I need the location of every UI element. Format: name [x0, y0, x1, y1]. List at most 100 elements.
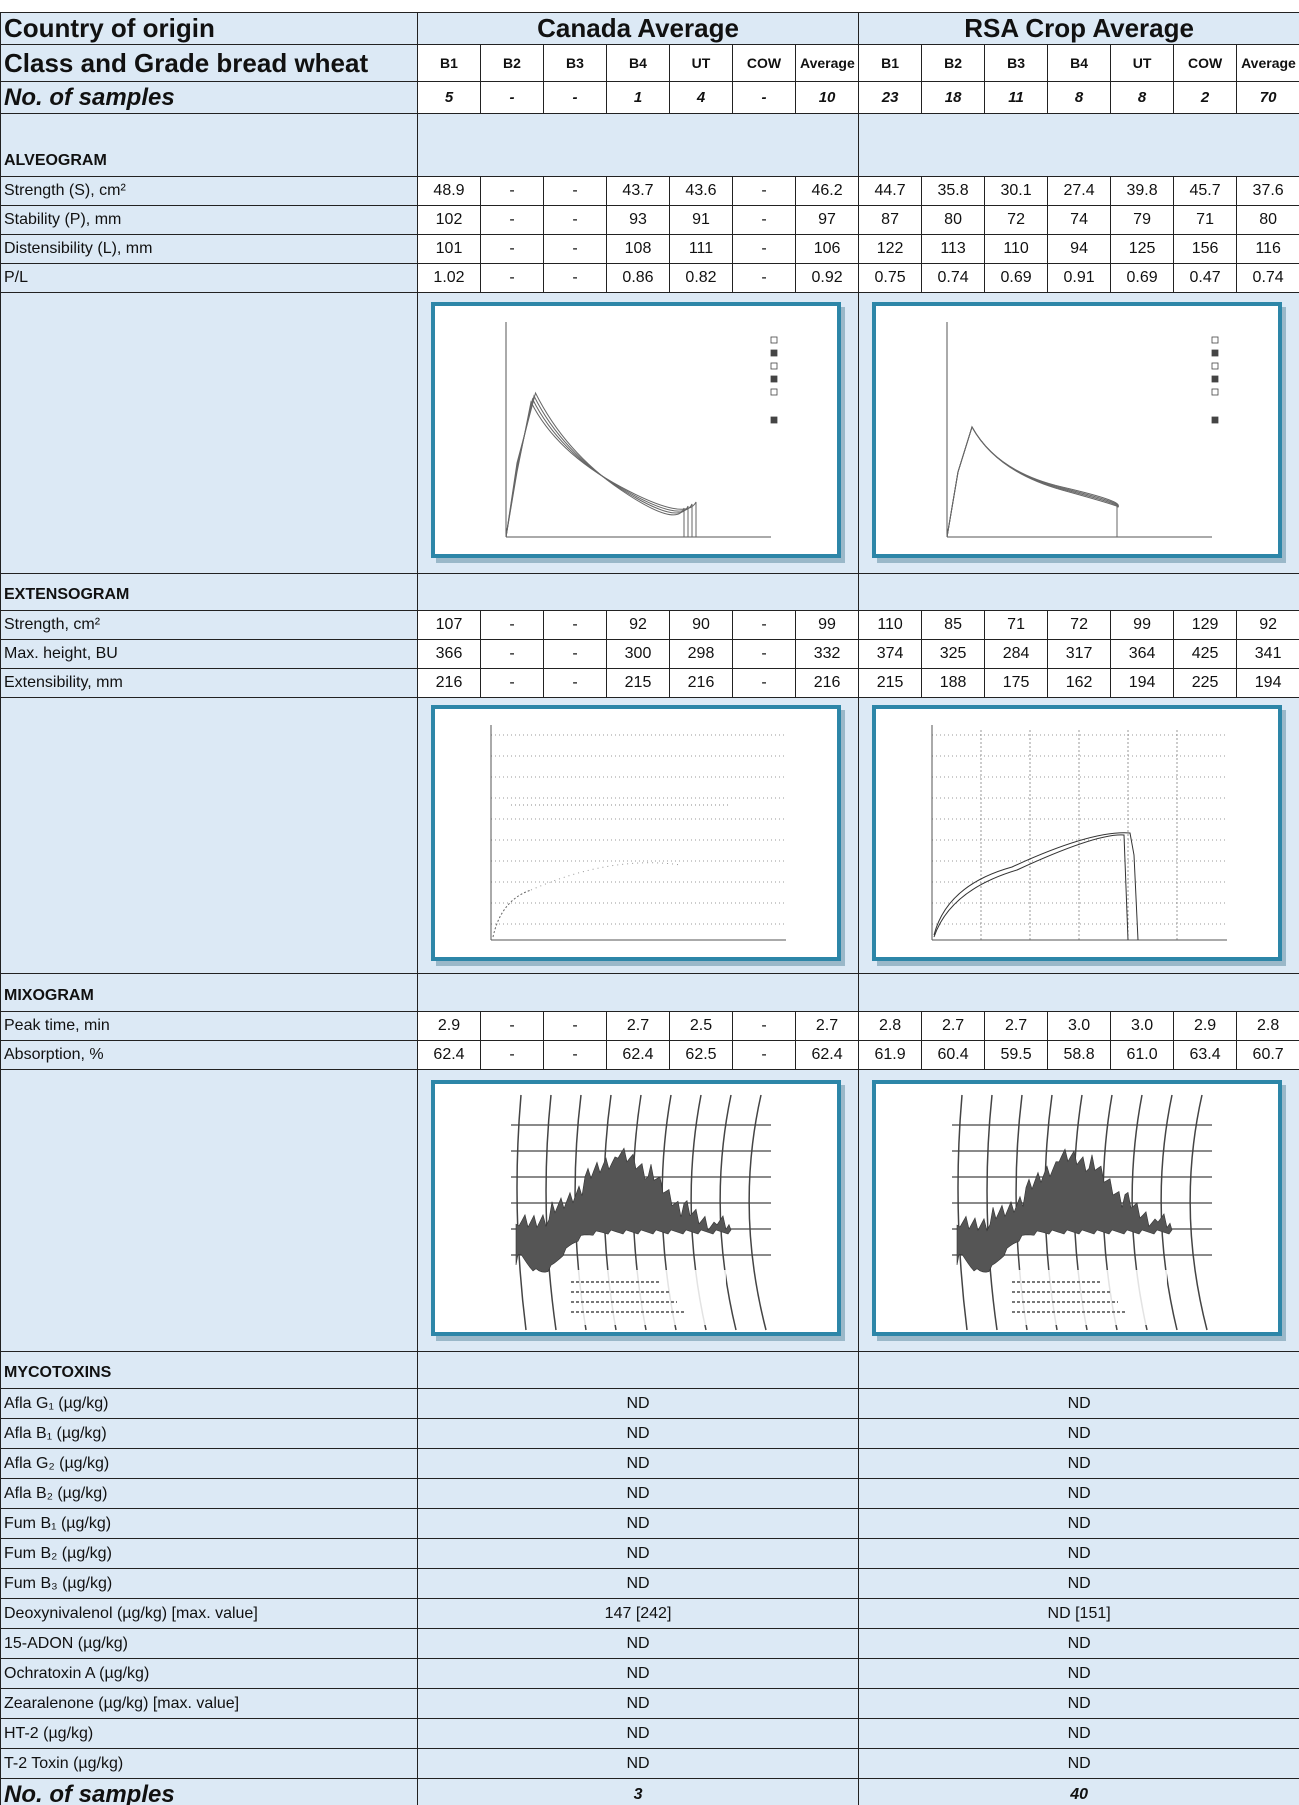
- cell-value: 39.8: [1111, 177, 1174, 206]
- cell-value: -: [733, 206, 796, 235]
- column-header: B1: [418, 45, 481, 82]
- cell-value: 0.91: [1048, 264, 1111, 293]
- cell-value: ND: [859, 1629, 1299, 1659]
- cell-value: 37.6: [1237, 177, 1299, 206]
- cell-value: 62.4: [796, 1041, 859, 1070]
- cell-value: -: [733, 611, 796, 640]
- cell-value: 113: [922, 235, 985, 264]
- cell-value: -: [544, 206, 607, 235]
- cell-value: 110: [985, 235, 1048, 264]
- cell-value: 108: [607, 235, 670, 264]
- column-header: UT: [1111, 45, 1174, 82]
- cell-value: 3.0: [1111, 1012, 1174, 1041]
- cell-value: ND: [859, 1539, 1299, 1569]
- cell-value: 80: [922, 206, 985, 235]
- group-header: Canada Average: [418, 13, 859, 45]
- figure-label-blank: [1, 698, 418, 974]
- section-title: EXTENSOGRAM: [1, 574, 418, 611]
- samples-value: 4: [670, 82, 733, 114]
- table-row: [1, 1070, 1299, 1352]
- cell-value: 60.7: [1237, 1041, 1299, 1070]
- column-header: Average: [796, 45, 859, 82]
- cell-value: -: [544, 640, 607, 669]
- cell-value: 216: [418, 669, 481, 698]
- cell-value: 2.8: [859, 1012, 922, 1041]
- cell-value: 156: [1174, 235, 1237, 264]
- cell-value: 99: [796, 611, 859, 640]
- cell-value: 194: [1237, 669, 1299, 698]
- cell-value: ND: [418, 1539, 859, 1569]
- section-blank: [418, 574, 859, 611]
- row-label: Absorption, %: [1, 1041, 418, 1070]
- cell-value: 43.6: [670, 177, 733, 206]
- column-header: B1: [859, 45, 922, 82]
- cell-value: 94: [1048, 235, 1111, 264]
- row-label: Zearalenone (µg/kg) [max. value]: [1, 1689, 418, 1719]
- footer-value: 3: [418, 1779, 859, 1805]
- cell-value: -: [481, 1041, 544, 1070]
- cell-value: 92: [607, 611, 670, 640]
- cell-value: 102: [418, 206, 481, 235]
- cell-value: 194: [1111, 669, 1174, 698]
- cell-value: 332: [796, 640, 859, 669]
- cell-value: -: [544, 264, 607, 293]
- row-label: Fum B₁ (µg/kg): [1, 1509, 418, 1539]
- column-header: B4: [607, 45, 670, 82]
- chart-image: [872, 302, 1286, 564]
- column-header: Average: [1237, 45, 1299, 82]
- row-label: Distensibility (L), mm: [1, 235, 418, 264]
- row-label: Fum B₃ (µg/kg): [1, 1569, 418, 1599]
- report: Country of originCanada AverageRSA Crop …: [0, 0, 1299, 1805]
- cell-value: 2.8: [1237, 1012, 1299, 1041]
- section-title: MYCOTOXINS: [1, 1352, 418, 1389]
- chart-image: [872, 1080, 1286, 1342]
- cell-value: -: [733, 264, 796, 293]
- cell-value: 366: [418, 640, 481, 669]
- cell-value: 92: [1237, 611, 1299, 640]
- cell-value: 97: [796, 206, 859, 235]
- row-label: Deoxynivalenol (µg/kg) [max. value]: [1, 1599, 418, 1629]
- cell-value: ND: [418, 1749, 859, 1779]
- cell-value: 188: [922, 669, 985, 698]
- cell-value: ND: [418, 1479, 859, 1509]
- cell-value: 0.74: [922, 264, 985, 293]
- cell-value: ND: [418, 1449, 859, 1479]
- cell-value: ND: [859, 1749, 1299, 1779]
- figure-cell: [418, 293, 859, 574]
- samples-value: 5: [418, 82, 481, 114]
- cell-value: 2.9: [418, 1012, 481, 1041]
- cell-value: -: [481, 206, 544, 235]
- cell-value: 71: [985, 611, 1048, 640]
- cell-value: ND: [418, 1389, 859, 1419]
- cell-value: 107: [418, 611, 481, 640]
- cell-value: ND: [859, 1389, 1299, 1419]
- figure-label-blank: [1, 1070, 418, 1352]
- figure-cell: [859, 1070, 1299, 1352]
- cell-value: ND: [859, 1479, 1299, 1509]
- cell-value: 215: [859, 669, 922, 698]
- row-label: T-2 Toxin (µg/kg): [1, 1749, 418, 1779]
- cell-value: 80: [1237, 206, 1299, 235]
- cell-value: 298: [670, 640, 733, 669]
- cell-value: 61.9: [859, 1041, 922, 1070]
- samples-value: 8: [1111, 82, 1174, 114]
- column-header: COW: [1174, 45, 1237, 82]
- cell-value: 85: [922, 611, 985, 640]
- column-header: B3: [985, 45, 1048, 82]
- cell-value: -: [544, 235, 607, 264]
- cell-value: 225: [1174, 669, 1237, 698]
- cell-value: 0.86: [607, 264, 670, 293]
- column-header: B4: [1048, 45, 1111, 82]
